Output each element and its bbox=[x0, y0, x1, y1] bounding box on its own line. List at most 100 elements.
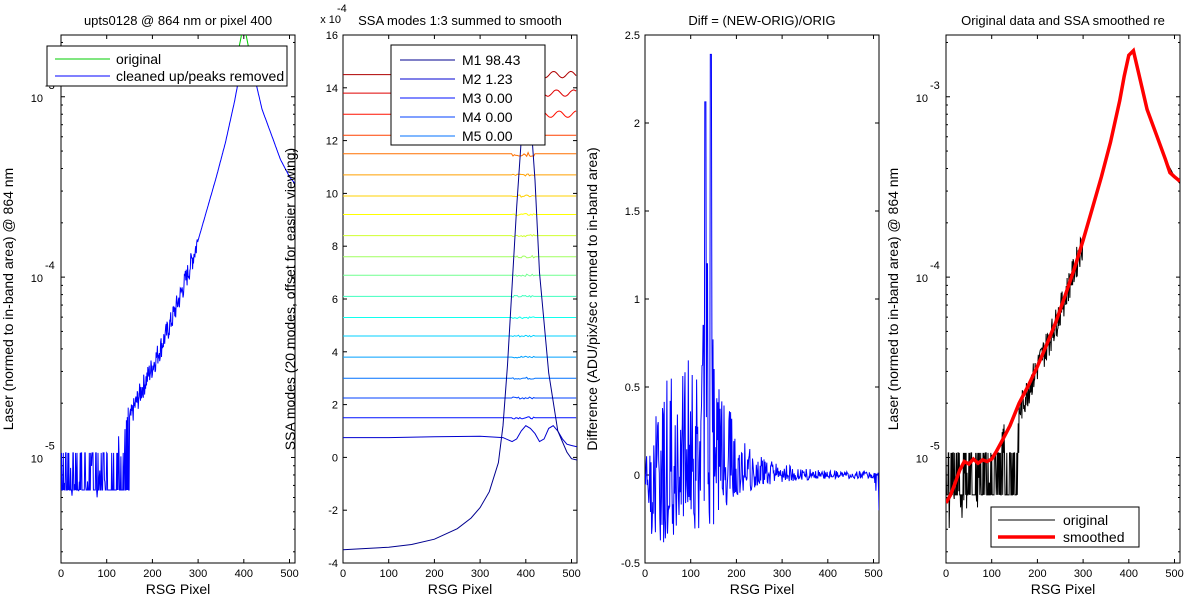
x-tick-label: 0 bbox=[340, 568, 346, 580]
y-scale-exponent: -4 bbox=[337, 3, 347, 15]
mode-9 bbox=[343, 294, 577, 298]
legend-entry: M5 0.00 bbox=[462, 128, 513, 144]
y-tick-label: 2.5 bbox=[625, 30, 640, 42]
legend-box bbox=[390, 44, 546, 146]
y-tick-label: 0 bbox=[634, 470, 640, 482]
legend: M1 98.43 M2 1.23 M3 0.00 M4 0.00 M5 0.00 bbox=[390, 44, 546, 146]
y-tick-label: 12 bbox=[326, 136, 338, 148]
mode-10 bbox=[343, 273, 577, 277]
x-tick-label: 200 bbox=[1028, 568, 1046, 580]
chart-title: SSA modes 1:3 summed to smooth bbox=[358, 13, 562, 28]
mode-15 bbox=[343, 173, 577, 177]
mode-3 bbox=[343, 416, 577, 420]
legend-entry: original bbox=[116, 51, 161, 67]
y-tick-label: 10 bbox=[916, 273, 928, 285]
y-axis-label: SSA modes (20 modes, offset for easier v… bbox=[282, 148, 298, 450]
series-smoothed bbox=[946, 47, 1180, 504]
legend-entry: M2 1.23 bbox=[462, 71, 513, 87]
x-tick-label: 300 bbox=[773, 568, 791, 580]
mode-1 bbox=[343, 100, 577, 551]
x-tick-label: 0 bbox=[642, 568, 648, 580]
x-tick-label: 400 bbox=[819, 568, 837, 580]
x-tick-label: 400 bbox=[517, 568, 535, 580]
legend-entry: original bbox=[1063, 512, 1108, 528]
y-tick-label: 10 bbox=[31, 93, 43, 105]
panel-2: 0 100 200 300 400 500 -4 -2 0 2 4 6 8 10 12 14 16 SSA mod… bbox=[282, 3, 581, 597]
y-tick-label: -0.5 bbox=[621, 558, 640, 570]
y-tick-label: 0 bbox=[332, 452, 338, 464]
y-tick-label: -2 bbox=[328, 505, 338, 517]
y-scale-prefix: x 10 bbox=[320, 14, 341, 26]
x-tick-label: 300 bbox=[471, 568, 489, 580]
y-axis-label: Laser (normed to in-band area) @ 864 nm bbox=[885, 168, 901, 430]
y-tick-label: 2 bbox=[634, 118, 640, 130]
y-tick-exponent: -4 bbox=[45, 260, 55, 272]
x-axis-label: RSG Pixel bbox=[1031, 581, 1096, 597]
y-tick-exponent: -4 bbox=[930, 260, 940, 272]
y-tick-label: -4 bbox=[328, 558, 338, 570]
y-tick-label: 10 bbox=[916, 453, 928, 465]
y-tick-label: 1.5 bbox=[625, 206, 640, 218]
mode-2 bbox=[343, 425, 577, 448]
y-tick-exponent: -5 bbox=[930, 440, 940, 452]
y-tick-label: 4 bbox=[332, 347, 338, 359]
y-tick-label: 10 bbox=[326, 188, 338, 200]
mode-8 bbox=[343, 316, 577, 320]
x-tick-label: 100 bbox=[682, 568, 700, 580]
mode-4 bbox=[343, 396, 577, 400]
legend-box bbox=[990, 506, 1140, 548]
y-tick-label: 10 bbox=[31, 453, 43, 465]
mode-13 bbox=[343, 212, 577, 217]
x-tick-label: 0 bbox=[943, 568, 949, 580]
chart-title: upts0128 @ 864 nm or pixel 400 bbox=[84, 13, 272, 28]
chart-title: Diff = (NEW-ORIG)/ORIG bbox=[688, 13, 835, 28]
x-tick-label: 200 bbox=[143, 568, 161, 580]
x-axis-label: RSG Pixel bbox=[146, 581, 211, 597]
y-tick-label: 2 bbox=[332, 400, 338, 412]
x-tick-label: 100 bbox=[983, 568, 1001, 580]
y-axis-label: Laser (normed to in-band area) @ 864 nm bbox=[0, 168, 16, 430]
x-axis-label: RSG Pixel bbox=[428, 581, 493, 597]
x-tick-label: 500 bbox=[1165, 568, 1183, 580]
y-tick-label: 10 bbox=[31, 273, 43, 285]
y-tick-label: 6 bbox=[332, 294, 338, 306]
legend-box bbox=[46, 45, 288, 87]
legend-entry: M3 0.00 bbox=[462, 90, 513, 106]
legend-entry: M4 0.00 bbox=[462, 109, 513, 125]
x-tick-label: 100 bbox=[98, 568, 116, 580]
series-difference bbox=[645, 53, 879, 543]
x-tick-label: 300 bbox=[1074, 568, 1092, 580]
x-tick-label: 200 bbox=[425, 568, 443, 580]
y-tick-exponent: -5 bbox=[45, 440, 55, 452]
mode-6 bbox=[343, 355, 577, 359]
chart-title: Original data and SSA smoothed re bbox=[961, 13, 1165, 28]
y-tick-label: 14 bbox=[326, 83, 338, 95]
y-tick-label: 1 bbox=[634, 294, 640, 306]
mode-7 bbox=[343, 334, 577, 338]
y-axis-label: Difference (ADU/pix/sec normed to in-ban… bbox=[584, 147, 600, 450]
legend-entry: cleaned up/peaks removed bbox=[116, 68, 284, 84]
x-tick-label: 500 bbox=[562, 568, 580, 580]
y-tick-label: 16 bbox=[326, 30, 338, 42]
x-tick-label: 100 bbox=[380, 568, 398, 580]
legend-entry: smoothed bbox=[1063, 529, 1124, 545]
y-tick-label: 10 bbox=[916, 93, 928, 105]
x-tick-label: 500 bbox=[864, 568, 882, 580]
x-tick-label: 400 bbox=[235, 568, 253, 580]
y-tick-label: 0.5 bbox=[625, 382, 640, 394]
mode-14 bbox=[343, 194, 577, 198]
x-tick-label: 200 bbox=[727, 568, 745, 580]
x-tick-label: 300 bbox=[189, 568, 207, 580]
x-tick-label: 0 bbox=[58, 568, 64, 580]
mode-16 bbox=[343, 151, 577, 158]
legend-entry: M1 98.43 bbox=[462, 52, 521, 68]
x-tick-label: 400 bbox=[1120, 568, 1138, 580]
mode-11 bbox=[343, 254, 577, 259]
x-axis-label: RSG Pixel bbox=[730, 581, 795, 597]
